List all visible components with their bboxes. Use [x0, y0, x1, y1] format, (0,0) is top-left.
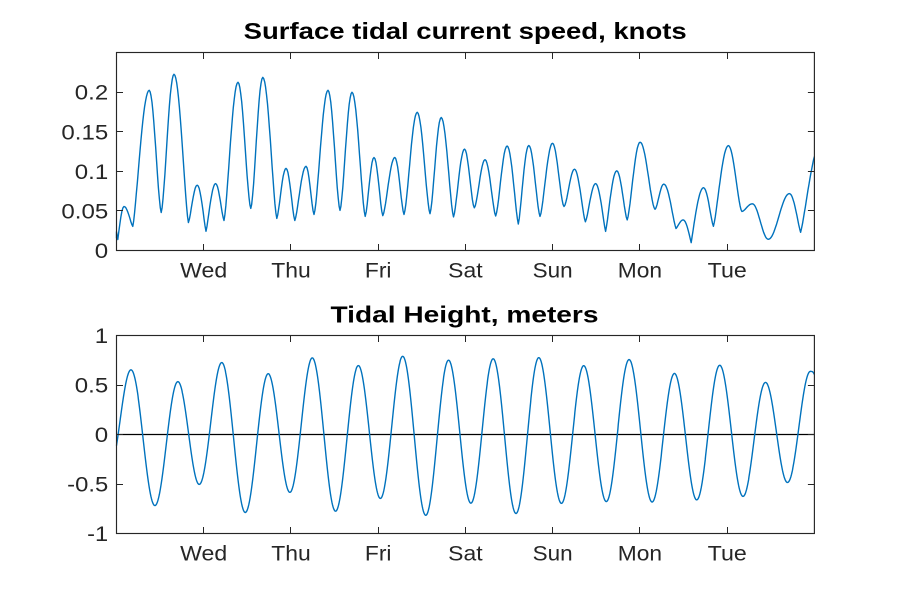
svg-text:Sun: Sun — [533, 260, 573, 283]
svg-text:Wed: Wed — [180, 260, 227, 283]
svg-text:Sun: Sun — [533, 543, 573, 566]
svg-text:-0.5: -0.5 — [67, 474, 108, 497]
svg-text:Tue: Tue — [708, 543, 747, 566]
svg-text:Surface tidal current speed, k: Surface tidal current speed, knots — [244, 18, 687, 44]
svg-text:Wed: Wed — [180, 543, 227, 566]
svg-text:Tue: Tue — [708, 260, 747, 283]
svg-text:Mon: Mon — [618, 543, 662, 566]
svg-text:Tidal Height, meters: Tidal Height, meters — [331, 302, 599, 328]
svg-text:0.2: 0.2 — [75, 82, 108, 105]
svg-text:Thu: Thu — [271, 543, 311, 566]
svg-text:Mon: Mon — [618, 260, 662, 283]
svg-text:0: 0 — [95, 240, 108, 263]
svg-text:0.05: 0.05 — [61, 201, 108, 224]
svg-text:0.1: 0.1 — [75, 161, 108, 184]
svg-text:Sat: Sat — [448, 260, 483, 283]
svg-text:Thu: Thu — [271, 260, 311, 283]
svg-text:0.15: 0.15 — [61, 121, 108, 144]
svg-text:Fri: Fri — [365, 543, 392, 566]
svg-text:-1: -1 — [87, 523, 108, 546]
svg-text:Sat: Sat — [448, 543, 483, 566]
svg-text:0.5: 0.5 — [75, 375, 108, 398]
svg-text:0: 0 — [95, 424, 108, 447]
svg-text:1: 1 — [95, 325, 108, 348]
svg-text:Fri: Fri — [365, 260, 392, 283]
